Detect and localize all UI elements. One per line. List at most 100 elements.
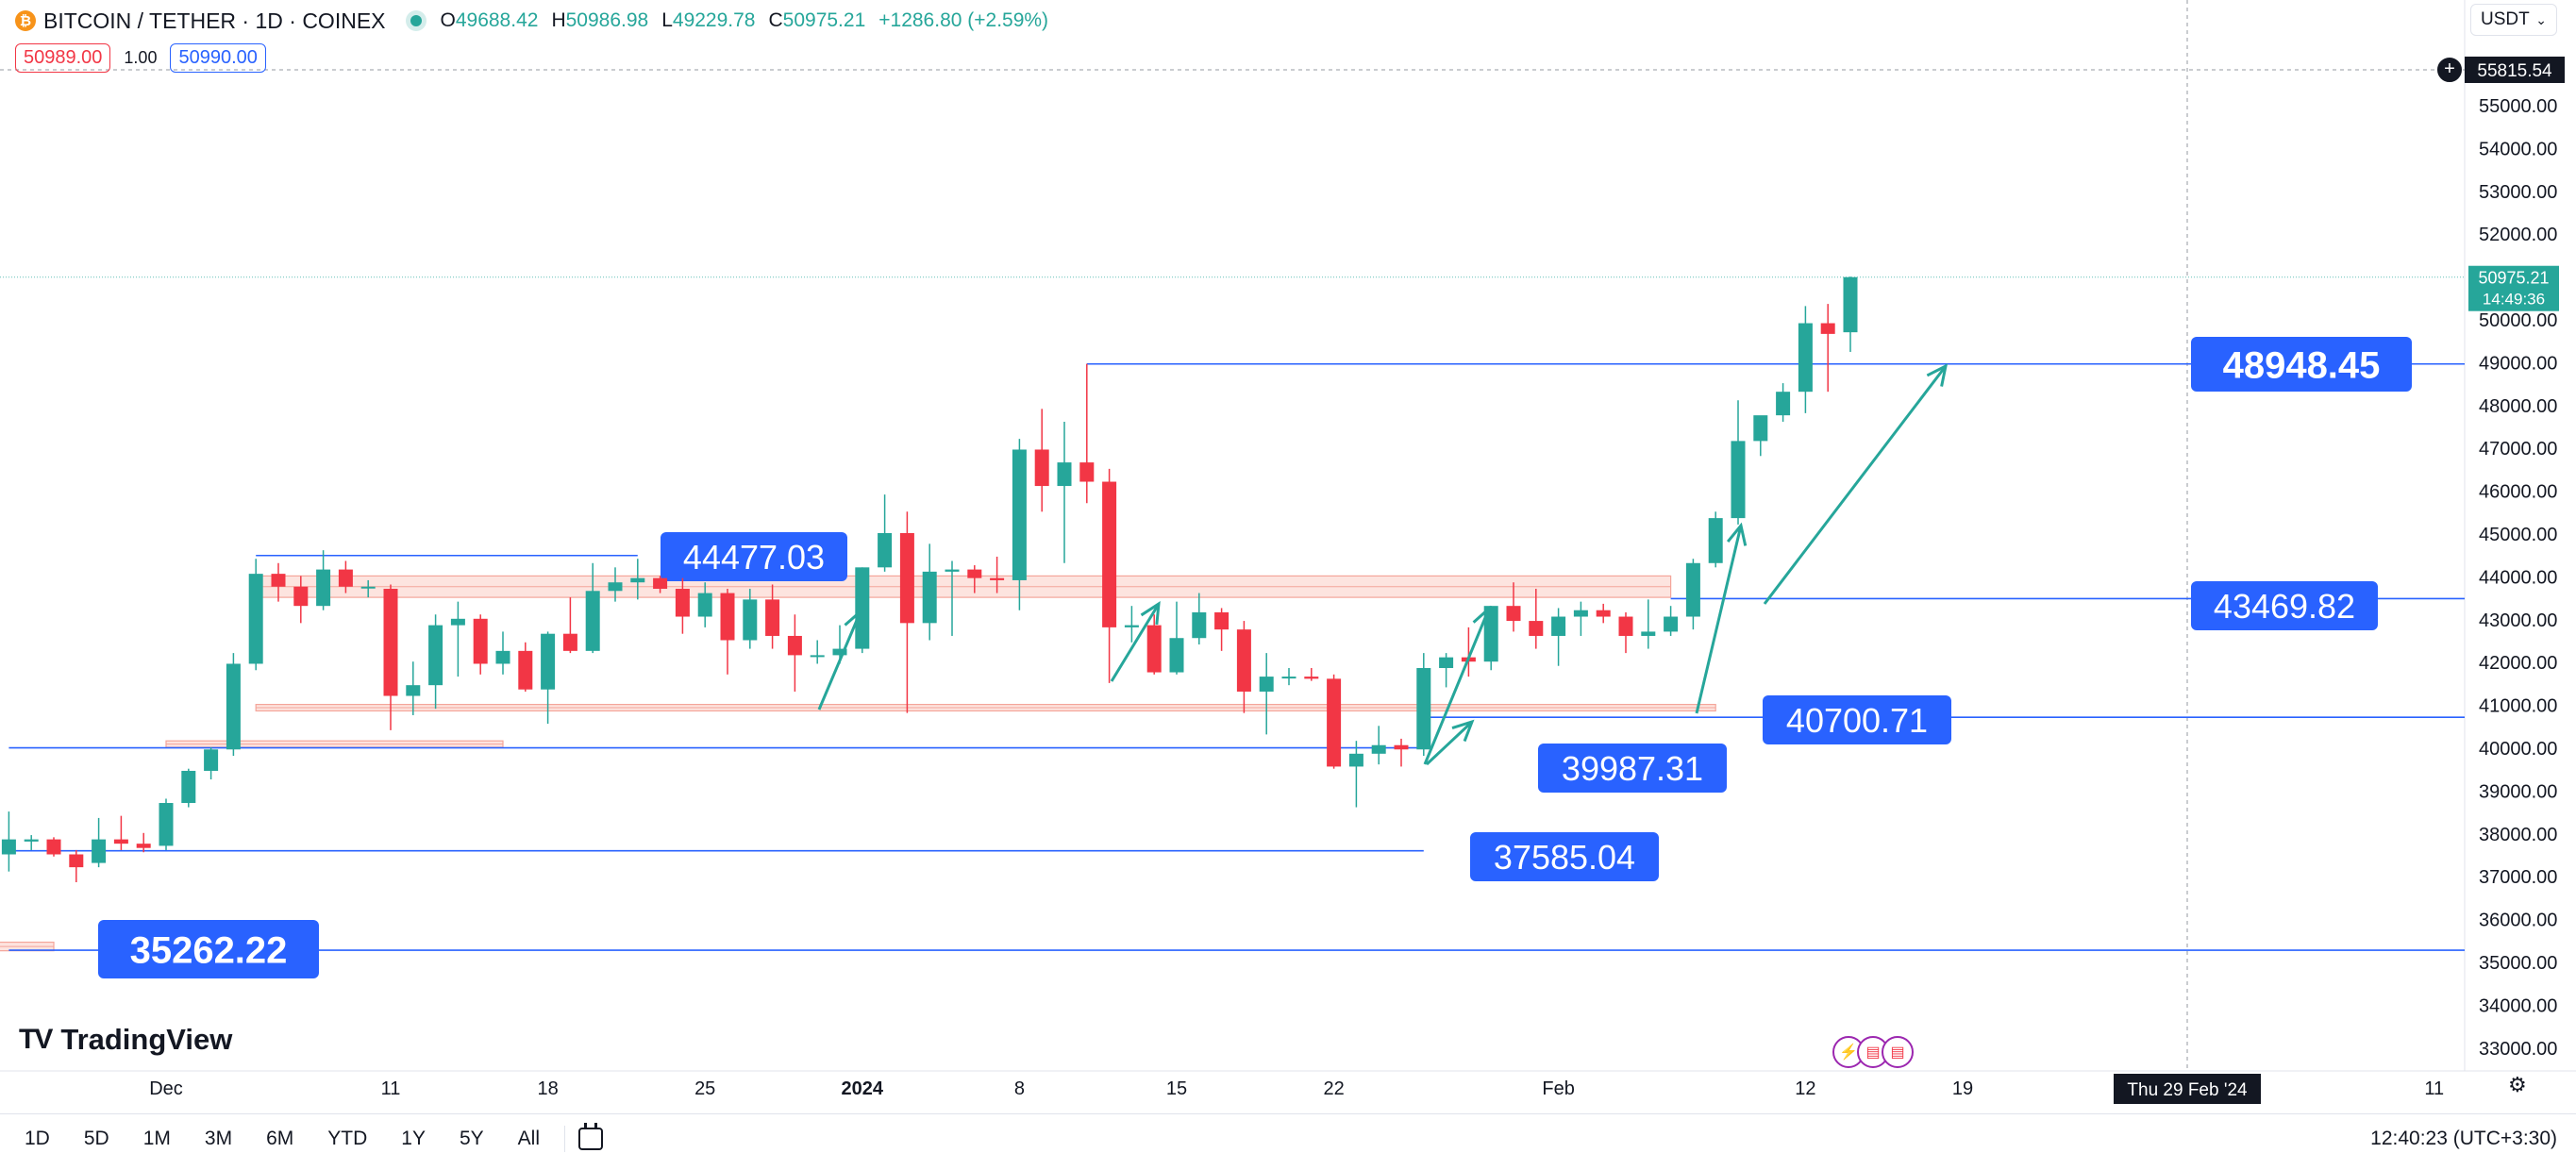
candle — [181, 768, 196, 808]
candle — [383, 584, 398, 730]
timeframe-ytd[interactable]: YTD — [327, 1128, 368, 1149]
candle-body — [1731, 441, 1746, 519]
candle — [1664, 606, 1679, 636]
candle — [562, 597, 577, 654]
candle-body — [878, 533, 893, 568]
candle-body — [743, 599, 758, 641]
candle — [697, 582, 712, 627]
sell-button[interactable]: 50989.00 — [15, 43, 111, 73]
candle — [473, 614, 488, 675]
timeframe-3m[interactable]: 3M — [204, 1128, 233, 1149]
buy-button[interactable]: 50990.00 — [170, 43, 266, 73]
candle — [1753, 415, 1768, 457]
timeframe-1y[interactable]: 1Y — [401, 1128, 426, 1149]
candle-body — [248, 574, 263, 664]
x-tick-label: 15 — [1166, 1078, 1187, 1099]
candle — [1192, 593, 1207, 645]
candle-body — [810, 655, 825, 658]
candle-body — [787, 635, 802, 656]
candle-body — [360, 586, 376, 589]
y-tick-label: 47000.00 — [2479, 439, 2557, 460]
chevron-down-icon: ⌄ — [2535, 12, 2547, 27]
candle — [1057, 421, 1072, 563]
economic-events[interactable]: ⚡ ▤ ▤ — [1832, 1036, 1914, 1068]
tradingview-logo[interactable]: TV TradingView — [19, 1023, 232, 1057]
candle — [1146, 614, 1162, 675]
candle-body — [316, 569, 331, 607]
candle — [1641, 599, 1656, 649]
timeframe-all[interactable]: All — [517, 1128, 540, 1149]
candle — [1012, 439, 1027, 610]
trend-arrow — [817, 610, 862, 710]
candle-body — [1798, 323, 1813, 393]
candle-body — [1079, 462, 1095, 482]
us-flag-icon[interactable]: ▤ — [1857, 1036, 1889, 1068]
candle — [608, 567, 623, 602]
candle — [204, 747, 219, 780]
timeframe-5d[interactable]: 5D — [83, 1128, 109, 1149]
level-label-box — [1763, 695, 1951, 744]
level-label-box — [1470, 832, 1659, 881]
candle — [1573, 601, 1588, 636]
candle — [541, 631, 556, 725]
candle — [1214, 608, 1229, 651]
candle-body — [1753, 415, 1768, 442]
candle — [787, 614, 802, 692]
candle-body — [293, 586, 309, 607]
timeframe-6m[interactable]: 6M — [266, 1128, 294, 1149]
candle — [1416, 653, 1431, 757]
candle — [855, 567, 870, 654]
timeframe-1d[interactable]: 1D — [25, 1128, 50, 1149]
candle-body — [1259, 677, 1274, 692]
timeframe-5y[interactable]: 5Y — [459, 1128, 484, 1149]
currency-selector[interactable]: USDT ⌄ — [2470, 4, 2557, 36]
candle-body — [1281, 677, 1296, 679]
trade-buttons: 50989.00 1.00 50990.00 — [15, 43, 266, 73]
candle-body — [406, 685, 421, 696]
candle-body — [1596, 610, 1611, 617]
tradingview-icon: TV — [19, 1024, 53, 1055]
candle — [428, 614, 443, 710]
candle — [899, 511, 914, 713]
candle-body — [562, 633, 577, 651]
symbol-title[interactable]: BITCOIN / TETHER · 1D · COINEX — [43, 8, 386, 33]
candle-body — [1551, 616, 1566, 636]
branding-text: TradingView — [60, 1023, 233, 1056]
gear-icon[interactable]: ⚙ — [2508, 1073, 2527, 1096]
candle-body — [1124, 625, 1139, 627]
y-tick-label: 50000.00 — [2479, 310, 2557, 331]
candle-body — [1057, 462, 1072, 487]
calendar-icon[interactable] — [578, 1123, 603, 1150]
close-value: 50975.21 — [782, 9, 866, 31]
candle — [765, 584, 780, 649]
y-tick-label: 49000.00 — [2479, 353, 2557, 374]
trend-arrow — [1695, 525, 1743, 714]
y-tick-label: 54000.00 — [2479, 139, 2557, 159]
candle — [1685, 559, 1700, 630]
candle-body — [1034, 449, 1049, 487]
candle — [630, 559, 645, 600]
x-tick-label: 8 — [1014, 1078, 1025, 1099]
level-label-box — [2191, 337, 2412, 392]
candle — [945, 560, 960, 636]
timeframe-1m[interactable]: 1M — [142, 1128, 171, 1149]
x-tick-label: 11 — [381, 1078, 401, 1099]
candle-body — [1664, 616, 1679, 632]
candle — [338, 560, 353, 593]
candle-body — [495, 650, 510, 664]
candle-body — [204, 749, 219, 771]
level-label: 40700.71 — [1786, 701, 1928, 740]
add-alert-plus-icon[interactable]: + — [2436, 57, 2463, 83]
candle — [46, 837, 61, 857]
candle-body — [1327, 678, 1342, 767]
candle-body — [855, 567, 870, 649]
clock-readout[interactable]: 12:40:23 (UTC+3:30) — [2370, 1128, 2557, 1149]
candle-body — [1618, 616, 1633, 636]
candle-body — [899, 533, 914, 624]
us-flag-icon[interactable]: ▤ — [1882, 1036, 1914, 1068]
candle — [450, 601, 465, 677]
candle — [1843, 276, 1858, 352]
symbol-header[interactable]: ₿ BITCOIN / TETHER · 1D · COINEX O49688.… — [0, 8, 1062, 34]
candle — [518, 642, 533, 692]
